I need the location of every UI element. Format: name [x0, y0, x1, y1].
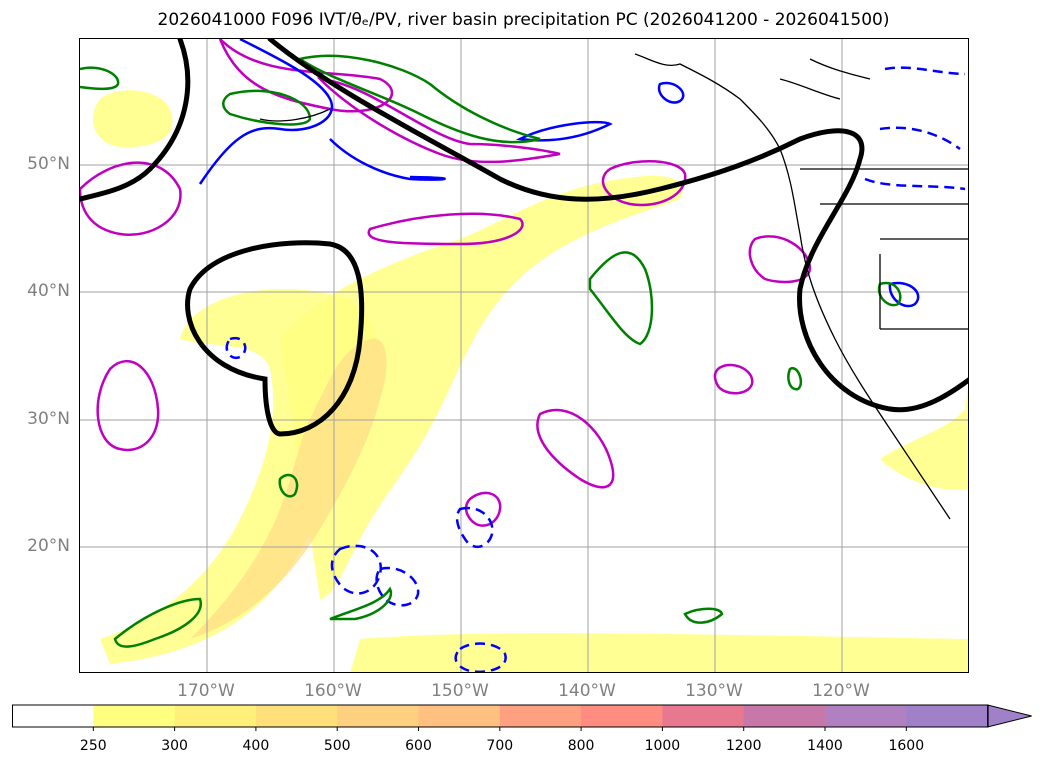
- lat-label-50n: 50°N: [27, 154, 70, 174]
- lon-label-150w: 150°W: [431, 681, 489, 701]
- colorbar-segment: [418, 705, 501, 727]
- lat-label-40n: 40°N: [27, 281, 70, 301]
- coastlines: [259, 53, 968, 520]
- colorbar-tick-label: 1200: [725, 738, 762, 754]
- lon-label-140w: 140°W: [558, 681, 616, 701]
- colorbar-segment: [12, 705, 94, 727]
- thick-black-contours: [80, 39, 968, 437]
- colorbar-segment: [743, 705, 826, 727]
- map-canvas: [80, 39, 968, 672]
- colorbar-segment: [581, 705, 663, 727]
- graticule: [80, 39, 968, 672]
- map-title: 2026041000 F096 IVT/θₑ/PV, river basin p…: [157, 10, 890, 30]
- colorbar-tick-label: 1400: [807, 738, 843, 754]
- colorbar-segment: [662, 705, 745, 727]
- colorbar-tick-label: 500: [323, 738, 351, 754]
- lat-label-30n: 30°N: [27, 409, 70, 429]
- colorbar-tick-label: 700: [486, 738, 514, 754]
- colorbar-segment: [337, 705, 419, 727]
- colorbar-tick-label: 250: [79, 738, 107, 754]
- lat-label-20n: 20°N: [27, 536, 70, 556]
- colorbar: [12, 703, 1037, 737]
- lon-label-160w: 160°W: [304, 681, 362, 701]
- colorbar-extend-arrow: [987, 704, 1032, 728]
- colorbar-segment: [906, 705, 989, 727]
- pv-contours: [198, 39, 966, 672]
- map-panel[interactable]: [79, 38, 969, 673]
- colorbar-segment: [255, 705, 338, 727]
- colorbar-tick-label: 400: [242, 738, 270, 754]
- colorbar-tick-label: 1600: [888, 738, 925, 754]
- green-contours: [80, 54, 902, 648]
- colorbar-segment: [825, 705, 907, 727]
- colorbar-segment: [93, 705, 176, 727]
- lon-label-130w: 130°W: [685, 681, 743, 701]
- colorbar-tick-label: 800: [567, 738, 595, 754]
- colorbar-svg: [12, 704, 1032, 731]
- colorbar-tick-label: 300: [161, 738, 188, 754]
- lon-label-120w: 120°W: [812, 681, 870, 701]
- colorbar-tick-label: 1000: [644, 738, 681, 754]
- lon-label-170w: 170°W: [177, 681, 235, 701]
- magenta-contours: [80, 39, 812, 527]
- colorbar-segment: [174, 705, 257, 727]
- colorbar-segment: [499, 705, 582, 727]
- colorbar-tick-label: 600: [405, 738, 432, 754]
